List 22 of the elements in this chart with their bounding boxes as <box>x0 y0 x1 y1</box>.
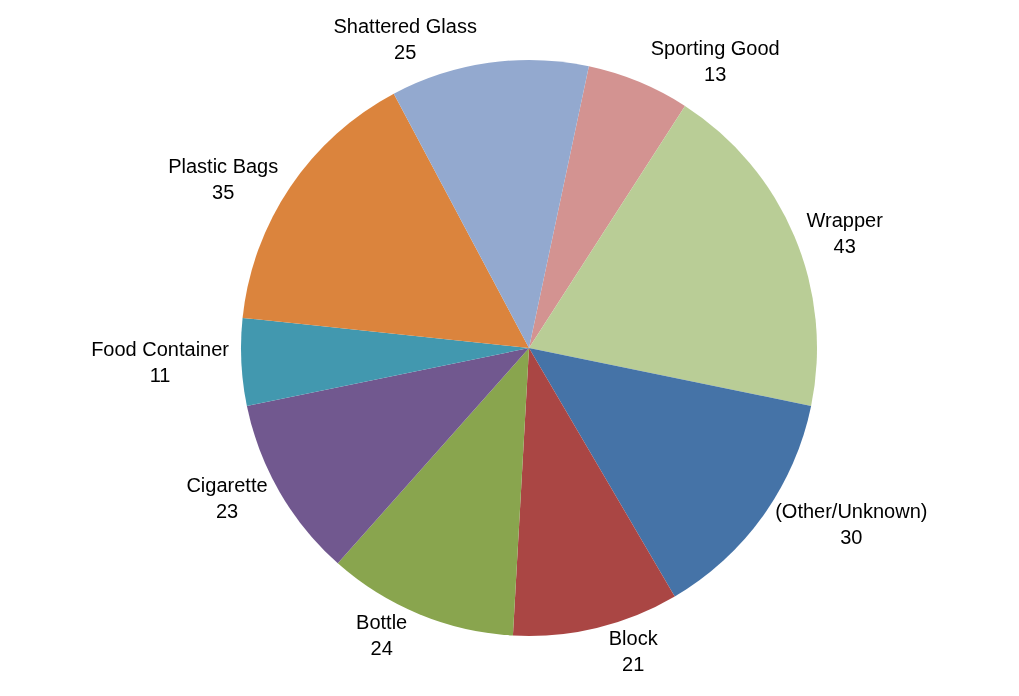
pie-slice <box>241 317 529 406</box>
slice-label: Cigarette <box>186 474 268 496</box>
slice-label: Wrapper <box>806 208 884 231</box>
data-label: 21 <box>622 652 645 675</box>
data-label: 11 <box>149 364 171 387</box>
slice-label: Bottle <box>356 610 408 633</box>
data-label: 25 <box>394 41 417 64</box>
data-label: 13 <box>704 63 727 86</box>
slice-label: (Other/Unknown) <box>775 499 928 522</box>
data-label: 24 <box>370 636 393 659</box>
data-label: 30 <box>840 525 863 548</box>
pie-slice <box>393 60 589 348</box>
data-label: 43 <box>833 234 856 257</box>
slice-label: Shattered Glass <box>333 15 477 38</box>
slice-label: Food Container <box>91 338 230 361</box>
slice-label: Sporting Good <box>650 37 780 60</box>
pie-slice <box>529 66 686 348</box>
data-label: 23 <box>215 500 239 522</box>
data-label: 35 <box>212 181 235 204</box>
slice-label: Plastic Bags <box>168 155 279 178</box>
pie-slice <box>337 348 529 636</box>
slice-label: Block <box>608 626 659 649</box>
